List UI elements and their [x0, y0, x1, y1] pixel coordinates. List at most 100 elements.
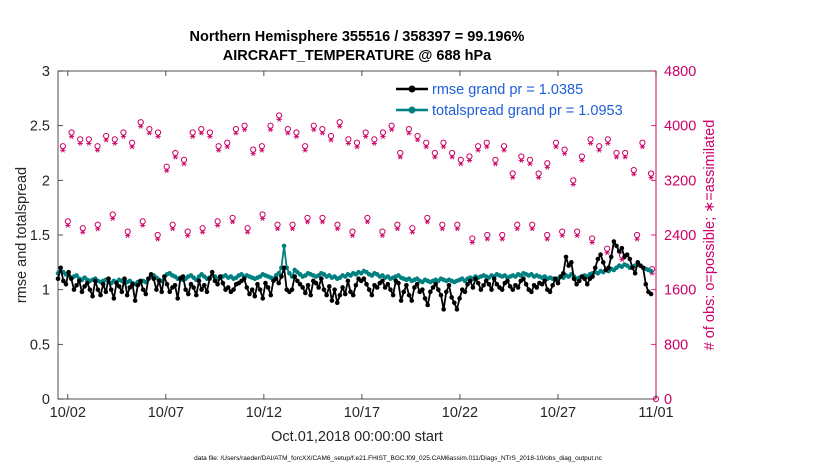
rmse-point	[382, 285, 388, 290]
obs-possible-marker	[349, 228, 356, 235]
obs-assimilated-marker	[334, 226, 341, 232]
obs-possible-marker	[68, 129, 75, 136]
obs-possible-marker	[139, 218, 146, 225]
obs-assimilated-marker	[561, 151, 568, 157]
rmse-point	[297, 281, 303, 287]
obs-possible-marker	[535, 170, 542, 177]
rmse-point	[319, 276, 324, 282]
rmse-point	[592, 265, 598, 271]
rmse-point	[576, 278, 582, 284]
rmse-point	[249, 287, 255, 292]
obs-possible-marker	[94, 143, 101, 150]
obs-possible-marker	[439, 221, 446, 228]
rmse-point	[608, 254, 614, 260]
rmse-point	[159, 289, 165, 295]
obs-assimilated-marker	[363, 134, 369, 139]
obs-possible-marker	[466, 153, 473, 160]
obs-possible-marker	[397, 149, 404, 157]
obs-assimilated-marker	[499, 236, 505, 242]
obs-assimilated-marker	[553, 144, 559, 150]
rmse-point	[332, 287, 337, 292]
rmse-point	[337, 292, 343, 298]
spread-point	[276, 270, 282, 276]
rmse-point	[326, 284, 332, 289]
rmse-point	[436, 287, 441, 292]
obs-assimilated-marker	[518, 158, 524, 163]
obs-assimilated-marker	[140, 223, 146, 228]
obs-assimilated-marker	[319, 130, 326, 136]
obs-possible-marker	[345, 136, 352, 143]
obs-possible-marker	[189, 129, 196, 136]
rmse-point	[624, 252, 630, 257]
chart-title-line1: Northern Hemisphere 355516 / 358397 = 99…	[190, 29, 525, 45]
obs-assimilated-marker	[112, 141, 118, 146]
rmse-point	[215, 281, 220, 287]
obs-possible-marker	[639, 139, 646, 146]
x-tick-label: 10/02	[50, 405, 86, 421]
obs-assimilated-marker	[250, 151, 256, 157]
obs-possible-marker	[214, 218, 221, 225]
obs-possible-marker	[94, 221, 101, 228]
rmse-point	[345, 278, 351, 284]
rmse-point	[313, 280, 319, 286]
obs-possible-marker	[199, 225, 206, 232]
rmse-point	[300, 285, 305, 290]
obs-possible-marker	[529, 221, 536, 228]
obs-assimilated-marker	[293, 134, 300, 139]
rmse-point	[465, 281, 470, 287]
obs-assimilated-marker	[559, 233, 565, 239]
rmse-point	[350, 292, 356, 298]
y-right-tick-label: 2400	[664, 228, 696, 244]
obs-assimilated-marker	[110, 216, 116, 221]
rmse-point	[566, 263, 571, 268]
rmse-point	[194, 292, 199, 298]
rmse-point	[340, 285, 345, 290]
obs-possible-marker	[559, 228, 566, 235]
obs-possible-marker	[388, 122, 395, 129]
obs-assimilated-marker	[394, 226, 400, 232]
obs-possible-marker	[244, 225, 251, 232]
rmse-point	[414, 281, 420, 287]
obs-assimilated-marker	[244, 229, 251, 235]
obs-possible-marker	[394, 221, 401, 228]
rmse-point	[505, 278, 510, 284]
legend-swatch-rmse	[396, 85, 428, 93]
obs-possible-marker	[137, 119, 144, 126]
chart-title-line2: AIRCRAFT_TEMPERATURE @ 688 hPa	[223, 48, 492, 64]
rmse-point	[499, 287, 505, 292]
rmse-point	[515, 285, 521, 290]
rmse-point	[162, 274, 167, 279]
rmse-point	[55, 276, 61, 282]
rmse-point	[172, 282, 178, 288]
obs-assimilated-marker	[172, 154, 178, 160]
obs-possible-marker	[229, 214, 236, 222]
rmse-point	[574, 281, 579, 287]
rmse-point	[366, 287, 372, 292]
obs-assimilated-marker	[328, 137, 334, 143]
obs-possible-marker	[154, 129, 162, 136]
rmse-point	[140, 287, 146, 292]
obs-assimilated-marker	[587, 141, 594, 146]
obs-assimilated-marker	[95, 226, 101, 232]
legend-swatch-spread	[396, 106, 428, 114]
obs-assimilated-marker	[432, 154, 438, 160]
obs-possible-marker	[514, 221, 521, 228]
rmse-point	[369, 292, 375, 298]
rmse-point	[470, 285, 476, 290]
obs-possible-marker	[109, 211, 116, 218]
rmse-point	[374, 285, 380, 290]
rmse-point	[643, 281, 649, 287]
obs-possible-marker	[457, 156, 464, 163]
obs-possible-marker	[250, 146, 257, 153]
obs-possible-marker	[561, 146, 568, 153]
rmse-point	[454, 307, 460, 312]
obs-assimilated-marker	[86, 141, 92, 146]
obs-assimilated-marker	[304, 219, 311, 225]
obs-assimilated-marker	[155, 134, 161, 139]
obs-assimilated-marker	[536, 175, 542, 180]
rmse-point	[600, 260, 606, 265]
rmse-point	[204, 289, 210, 295]
rmse-point	[412, 285, 417, 290]
obs-possible-marker	[319, 125, 326, 133]
rmse-point	[446, 282, 452, 288]
